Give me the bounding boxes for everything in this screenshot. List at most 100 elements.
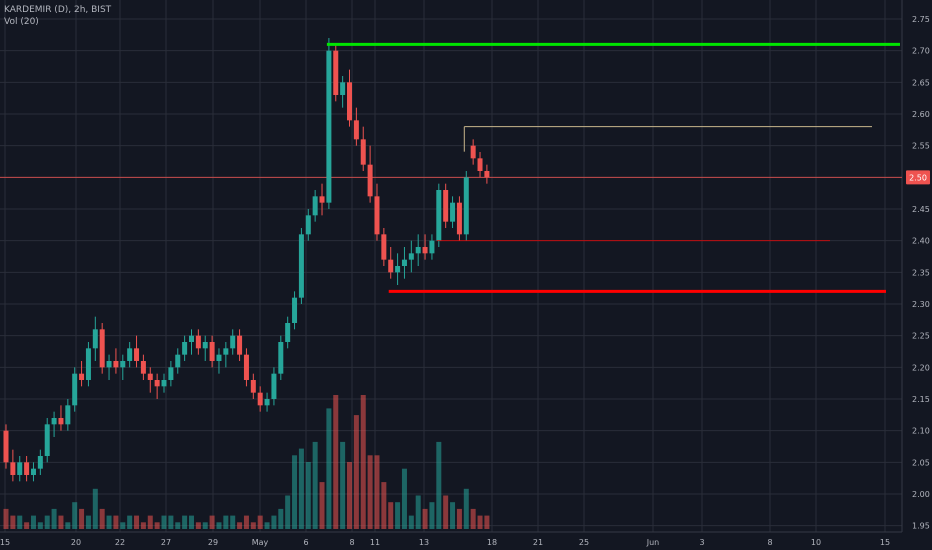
y-tick-label: 2.40 <box>912 237 930 246</box>
x-tick-label: 18 <box>487 538 497 547</box>
volume-bar <box>250 522 256 529</box>
x-tick-label: 20 <box>71 538 81 547</box>
candle-body <box>429 240 435 254</box>
volume-bar <box>415 495 421 529</box>
volume-bar <box>195 522 201 529</box>
volume-bar <box>326 408 332 529</box>
candle-body <box>456 202 462 235</box>
volume-bar <box>285 495 291 529</box>
volume-bar <box>44 515 50 529</box>
volume-bar <box>257 515 263 529</box>
x-tick-label: 25 <box>579 538 589 547</box>
volume-bar <box>237 522 243 529</box>
candle-body <box>257 392 263 406</box>
candle-body <box>250 380 256 393</box>
candle-body <box>353 120 359 140</box>
volume-bar <box>463 488 469 529</box>
candle-body <box>484 171 490 178</box>
volume-bar <box>120 522 126 529</box>
candle-body <box>443 190 449 222</box>
x-tick-label: 29 <box>208 538 218 547</box>
candle-body <box>271 373 277 399</box>
volume-bar <box>154 522 160 529</box>
candle-body <box>168 367 174 380</box>
candle-body <box>264 399 270 406</box>
volume-bar <box>79 508 85 529</box>
candle-body <box>415 247 421 254</box>
volume-bar <box>51 508 57 529</box>
x-tick-label: 15 <box>880 538 890 547</box>
candle-body <box>305 215 311 235</box>
candle-body <box>367 164 373 197</box>
volume-bar <box>209 515 215 529</box>
volume-bar <box>360 395 366 529</box>
candle-body <box>278 342 284 374</box>
candle-body <box>161 380 167 387</box>
volume-bar <box>65 522 71 529</box>
volume-bar <box>408 515 414 529</box>
candle-body <box>388 259 394 273</box>
candle-body <box>477 158 483 171</box>
x-tick-label: 8 <box>349 538 354 547</box>
candle-body <box>85 348 91 380</box>
volume-bar <box>17 515 23 529</box>
y-tick-label: 2.70 <box>912 47 930 56</box>
candle-body <box>463 177 469 235</box>
volume-bar <box>223 515 229 529</box>
candle-body <box>408 253 414 260</box>
candle-body <box>230 335 236 349</box>
candle-body <box>243 354 249 380</box>
candle-body <box>195 335 201 349</box>
volume-bar <box>72 502 78 529</box>
volume-bar <box>264 522 270 529</box>
volume-bar <box>367 455 373 529</box>
last-price-label: 2.50 <box>909 173 927 182</box>
y-tick-label: 2.05 <box>912 458 930 467</box>
candle-body <box>292 297 298 323</box>
y-tick-label: 2.65 <box>912 78 930 87</box>
y-tick-label: 2.00 <box>912 490 930 499</box>
candle-body <box>99 329 105 368</box>
x-tick-label: May <box>252 538 269 547</box>
x-tick-label: 22 <box>115 538 125 547</box>
volume-bar <box>168 515 174 529</box>
volume-bar <box>161 515 167 529</box>
candle-body <box>470 145 476 159</box>
volume-bar <box>340 441 346 529</box>
x-tick-label: 10 <box>811 538 821 547</box>
y-tick-label: 2.10 <box>912 427 930 436</box>
x-tick-label: 3 <box>699 538 704 547</box>
x-tick-label: Jun <box>646 538 660 547</box>
volume-bar <box>140 522 146 529</box>
volume-bar <box>484 515 490 529</box>
candle-body <box>401 259 407 266</box>
volume-bar <box>353 415 359 529</box>
x-tick-label: 15 <box>0 538 10 547</box>
volume-bar <box>216 522 222 529</box>
candle-body <box>106 361 112 368</box>
volume-bar <box>37 522 43 529</box>
last-price-badge <box>906 170 930 185</box>
volume-bar <box>24 522 30 529</box>
candle-body <box>65 405 71 425</box>
volume-bar <box>388 502 394 529</box>
volume-bar <box>278 508 284 529</box>
chart-legend: KARDEMIR (D), 2h, BIST Vol (20) <box>4 4 111 28</box>
y-tick-label: 2.30 <box>912 300 930 309</box>
candle-body <box>360 139 366 165</box>
volume-bar <box>470 508 476 529</box>
volume-bar <box>175 522 181 529</box>
volume-bar <box>456 508 462 529</box>
volume-bar <box>92 488 98 529</box>
candle-body <box>450 202 456 222</box>
volume-bar <box>333 395 339 529</box>
candle-body <box>134 348 140 361</box>
volume-bar <box>188 515 194 529</box>
volume-bar <box>113 515 119 529</box>
volume-indicator-label: Vol (20) <box>4 17 39 27</box>
volume-bar <box>312 441 318 529</box>
candle-body <box>72 373 78 406</box>
volume-bar <box>106 515 112 529</box>
candle-body <box>154 380 160 387</box>
